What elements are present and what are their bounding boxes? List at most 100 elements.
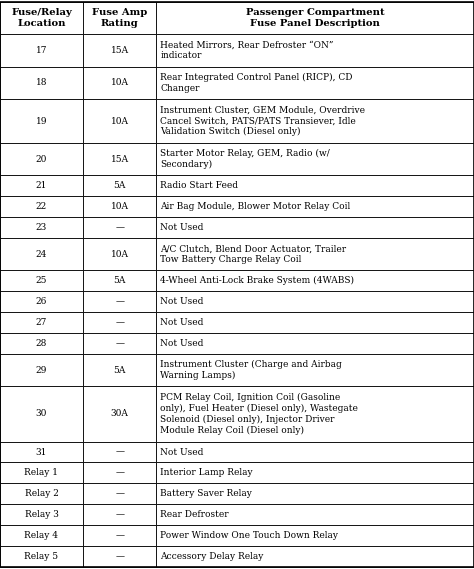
Text: 28: 28: [36, 339, 47, 348]
Bar: [0, 312, 83, 333]
Bar: [156, 386, 474, 442]
Bar: [0, 386, 83, 442]
Text: —: —: [115, 510, 124, 519]
Bar: [83, 175, 156, 196]
Bar: [83, 525, 156, 546]
Text: Not Used: Not Used: [161, 318, 204, 327]
Text: 30A: 30A: [111, 410, 128, 418]
Bar: [83, 99, 156, 143]
Text: Not Used: Not Used: [161, 223, 204, 232]
Bar: [0, 504, 83, 525]
Bar: [83, 67, 156, 99]
Bar: [83, 484, 156, 504]
Text: 4-Wheel Anti-Lock Brake System (4WABS): 4-Wheel Anti-Lock Brake System (4WABS): [161, 276, 355, 286]
Bar: [156, 354, 474, 386]
Text: Power Window One Touch Down Relay: Power Window One Touch Down Relay: [161, 531, 338, 540]
Bar: [0, 291, 83, 312]
Text: —: —: [115, 489, 124, 498]
Bar: [0, 175, 83, 196]
Bar: [83, 312, 156, 333]
Bar: [0, 196, 83, 217]
Bar: [0, 143, 83, 175]
Text: 27: 27: [36, 318, 47, 327]
Bar: [83, 217, 156, 238]
Text: 15A: 15A: [110, 155, 129, 164]
Text: —: —: [115, 552, 124, 561]
Text: Not Used: Not Used: [161, 297, 204, 306]
Text: 5A: 5A: [113, 277, 126, 285]
Bar: [0, 34, 83, 67]
Bar: [0, 442, 83, 463]
Text: 24: 24: [36, 250, 47, 259]
Text: 30: 30: [36, 410, 47, 418]
Text: Rear Defroster: Rear Defroster: [161, 510, 229, 519]
Bar: [0, 99, 83, 143]
Text: Rear Integrated Control Panel (RICP), CD
Changer: Rear Integrated Control Panel (RICP), CD…: [161, 73, 353, 93]
Bar: [0, 484, 83, 504]
Bar: [156, 175, 474, 196]
Bar: [83, 238, 156, 270]
Text: —: —: [115, 468, 124, 477]
Text: 21: 21: [36, 181, 47, 190]
Bar: [156, 484, 474, 504]
Bar: [83, 504, 156, 525]
Text: Instrument Cluster, GEM Module, Overdrive
Cancel Switch, PATS/PATS Transiever, I: Instrument Cluster, GEM Module, Overdriv…: [161, 106, 365, 137]
Bar: [83, 354, 156, 386]
Bar: [83, 546, 156, 567]
Text: 25: 25: [36, 277, 47, 285]
Text: —: —: [115, 531, 124, 540]
Bar: [156, 2, 474, 34]
Text: Radio Start Feed: Radio Start Feed: [161, 181, 238, 190]
Bar: [0, 354, 83, 386]
Text: 23: 23: [36, 223, 47, 232]
Text: Relay 3: Relay 3: [25, 510, 58, 519]
Text: Interior Lamp Relay: Interior Lamp Relay: [161, 468, 253, 477]
Bar: [0, 217, 83, 238]
Text: Instrument Cluster (Charge and Airbag
Warning Lamps): Instrument Cluster (Charge and Airbag Wa…: [161, 360, 342, 380]
Bar: [156, 217, 474, 238]
Bar: [83, 143, 156, 175]
Bar: [83, 442, 156, 463]
Text: 26: 26: [36, 297, 47, 306]
Bar: [83, 34, 156, 67]
Text: —: —: [115, 339, 124, 348]
Text: 10A: 10A: [111, 79, 128, 88]
Bar: [156, 291, 474, 312]
Text: 18: 18: [36, 79, 47, 88]
Text: Heated Mirrors, Rear Defroster “ON”
indicator: Heated Mirrors, Rear Defroster “ON” indi…: [161, 40, 334, 60]
Bar: [0, 270, 83, 291]
Text: 20: 20: [36, 155, 47, 164]
Bar: [156, 312, 474, 333]
Bar: [156, 333, 474, 354]
Bar: [156, 196, 474, 217]
Text: 10A: 10A: [111, 250, 128, 259]
Bar: [83, 196, 156, 217]
Text: Battery Saver Relay: Battery Saver Relay: [161, 489, 252, 498]
Bar: [83, 270, 156, 291]
Text: 5A: 5A: [113, 181, 126, 190]
Bar: [83, 386, 156, 442]
Text: 5A: 5A: [113, 366, 126, 374]
Bar: [156, 99, 474, 143]
Text: 31: 31: [36, 448, 47, 456]
Text: 17: 17: [36, 46, 47, 55]
Bar: [83, 2, 156, 34]
Text: Relay 5: Relay 5: [25, 552, 58, 561]
Text: 15A: 15A: [110, 46, 129, 55]
Text: —: —: [115, 297, 124, 306]
Bar: [156, 67, 474, 99]
Text: 19: 19: [36, 117, 47, 126]
Bar: [156, 525, 474, 546]
Bar: [156, 463, 474, 484]
Text: Relay 2: Relay 2: [25, 489, 58, 498]
Bar: [83, 463, 156, 484]
Text: A/C Clutch, Blend Door Actuator, Trailer
Tow Battery Charge Relay Coil: A/C Clutch, Blend Door Actuator, Trailer…: [161, 244, 346, 264]
Text: PCM Relay Coil, Ignition Coil (Gasoline
only), Fuel Heater (Diesel only), Wasteg: PCM Relay Coil, Ignition Coil (Gasoline …: [161, 393, 358, 435]
Text: —: —: [115, 448, 124, 456]
Text: 10A: 10A: [111, 117, 128, 126]
Bar: [156, 546, 474, 567]
Text: 22: 22: [36, 202, 47, 211]
Text: Not Used: Not Used: [161, 339, 204, 348]
Text: Fuse Amp
Rating: Fuse Amp Rating: [92, 9, 147, 28]
Bar: [156, 34, 474, 67]
